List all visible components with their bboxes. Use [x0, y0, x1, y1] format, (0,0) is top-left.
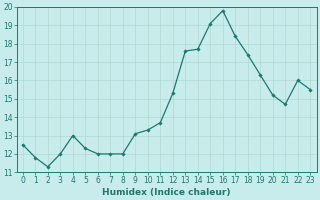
X-axis label: Humidex (Indice chaleur): Humidex (Indice chaleur)	[102, 188, 231, 197]
